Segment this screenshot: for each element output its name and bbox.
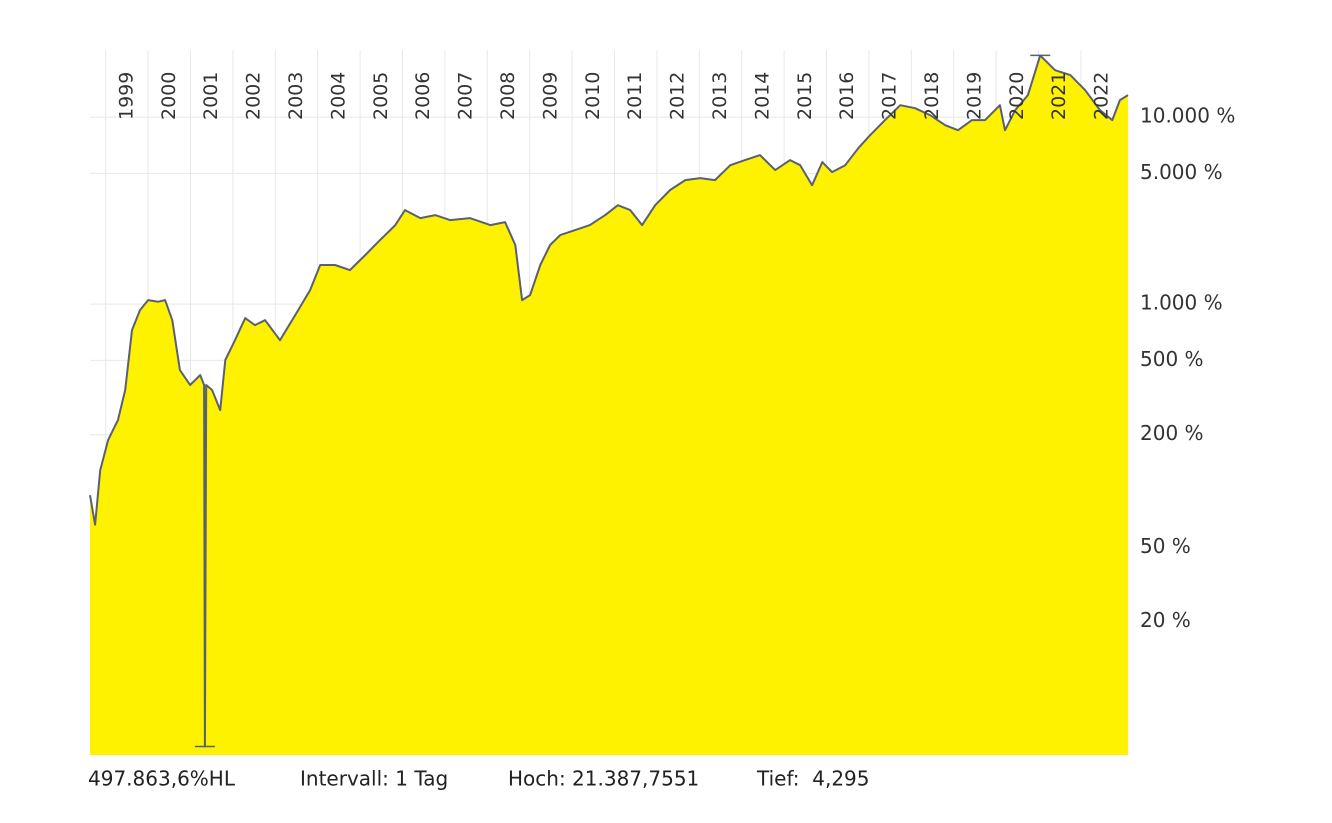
x-tick-label: 2004: [327, 72, 349, 120]
x-tick-label: 2018: [921, 72, 943, 120]
x-tick-label: 2017: [879, 72, 901, 120]
x-tick-label: 2000: [158, 72, 180, 120]
x-tick-label: 2016: [836, 72, 858, 120]
x-tick-label: 2012: [667, 72, 689, 120]
footer: 497.863,6%HL Intervall: 1 Tag Hoch: 21.3…: [88, 767, 870, 791]
x-tick-label: 2006: [412, 72, 434, 120]
y-tick-label: 200 %: [1140, 421, 1204, 445]
low-label: Tief: 4,295: [756, 767, 870, 791]
x-tick-label: 2022: [1091, 72, 1113, 120]
y-tick-label: 20 %: [1140, 608, 1191, 632]
x-tick-label: 2013: [709, 72, 731, 120]
x-tick-label: 2001: [200, 72, 222, 120]
x-tick-label: 2007: [455, 72, 477, 120]
x-tick-label: 2002: [243, 72, 265, 120]
y-tick-label: 50 %: [1140, 534, 1191, 558]
x-tick-label: 2010: [582, 72, 604, 120]
area-line: [89, 54, 1129, 748]
x-tick-label: 2021: [1048, 72, 1070, 120]
interval-label: Intervall: 1 Tag: [300, 767, 448, 791]
x-tick-label: 2019: [963, 72, 985, 120]
x-tick-label: 2009: [539, 72, 561, 120]
y-tick-label: 1.000 %: [1140, 291, 1223, 315]
high-label: Hoch: 21.387,7551: [508, 767, 699, 791]
x-tick-label: 2005: [370, 72, 392, 120]
x-tick-label: 2014: [751, 72, 773, 120]
footer-label: 497.863,6%HL: [88, 767, 236, 791]
x-tick-label: 2011: [624, 72, 646, 120]
y-tick-label: 500 %: [1140, 347, 1204, 371]
x-tick-label: 2008: [497, 72, 519, 120]
y-tick-label: 10.000 %: [1140, 104, 1235, 128]
x-tick-label: 2020: [1006, 72, 1028, 120]
y-tick-label: 5.000 %: [1140, 160, 1223, 184]
area-fill: [90, 55, 1128, 755]
x-tick-label: 2003: [285, 72, 307, 120]
x-tick-label: 1999: [115, 72, 137, 120]
x-tick-label: 2015: [794, 72, 816, 120]
